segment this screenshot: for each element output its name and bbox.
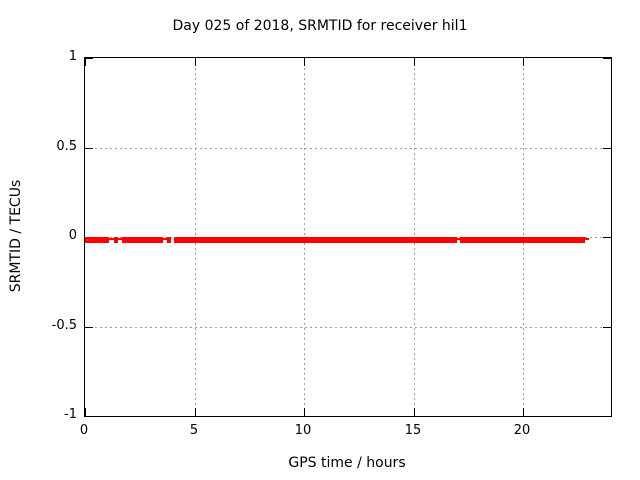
h-gridline xyxy=(85,148,611,149)
y-tick-mark xyxy=(85,58,93,59)
y-tick-mark xyxy=(85,327,93,328)
data-segment-thin xyxy=(109,238,114,240)
y-tick-label: -1 xyxy=(64,407,77,422)
data-segment-thin xyxy=(163,238,167,240)
data-segment xyxy=(174,237,457,243)
y-tick-mark xyxy=(603,327,611,328)
data-segment-thin xyxy=(585,238,589,240)
x-tick-label: 5 xyxy=(189,423,199,438)
x-tick-mark xyxy=(523,408,524,416)
y-tick-mark xyxy=(603,58,611,59)
x-tick-mark xyxy=(304,408,305,416)
data-segment xyxy=(460,237,585,243)
x-tick-mark xyxy=(414,408,415,416)
y-tick-label: 1 xyxy=(68,49,77,64)
x-tick-mark xyxy=(523,58,524,66)
y-tick-label: 0.5 xyxy=(56,139,77,154)
data-segment xyxy=(167,237,171,243)
x-tick-mark xyxy=(414,58,415,66)
data-segment xyxy=(114,237,118,243)
x-tick-label: 10 xyxy=(294,423,312,438)
x-tick-label: 0 xyxy=(79,423,89,438)
data-segment-thin xyxy=(457,238,460,240)
data-segment-thin xyxy=(118,238,122,240)
x-tick-mark xyxy=(195,58,196,66)
y-tick-mark xyxy=(85,148,93,149)
x-axis-label: GPS time / hours xyxy=(288,455,406,471)
y-tick-mark xyxy=(603,416,611,417)
x-tick-mark xyxy=(85,58,86,66)
y-tick-mark xyxy=(85,416,93,417)
y-tick-label: -0.5 xyxy=(51,318,77,333)
y-tick-label: 0 xyxy=(68,228,77,243)
data-segment xyxy=(122,237,163,243)
y-tick-mark xyxy=(603,237,611,238)
x-tick-mark xyxy=(304,58,305,66)
x-tick-mark xyxy=(85,408,86,416)
h-gridline xyxy=(85,327,611,328)
y-axis-label: SRMTID / TECUs xyxy=(8,179,24,293)
chart-title: Day 025 of 2018, SRMTID for receiver hil… xyxy=(172,18,468,34)
data-segment xyxy=(85,237,109,243)
x-tick-label: 15 xyxy=(404,423,422,438)
plot-area xyxy=(84,57,612,417)
x-tick-mark xyxy=(195,408,196,416)
y-tick-mark xyxy=(603,148,611,149)
x-tick-label: 20 xyxy=(513,423,531,438)
